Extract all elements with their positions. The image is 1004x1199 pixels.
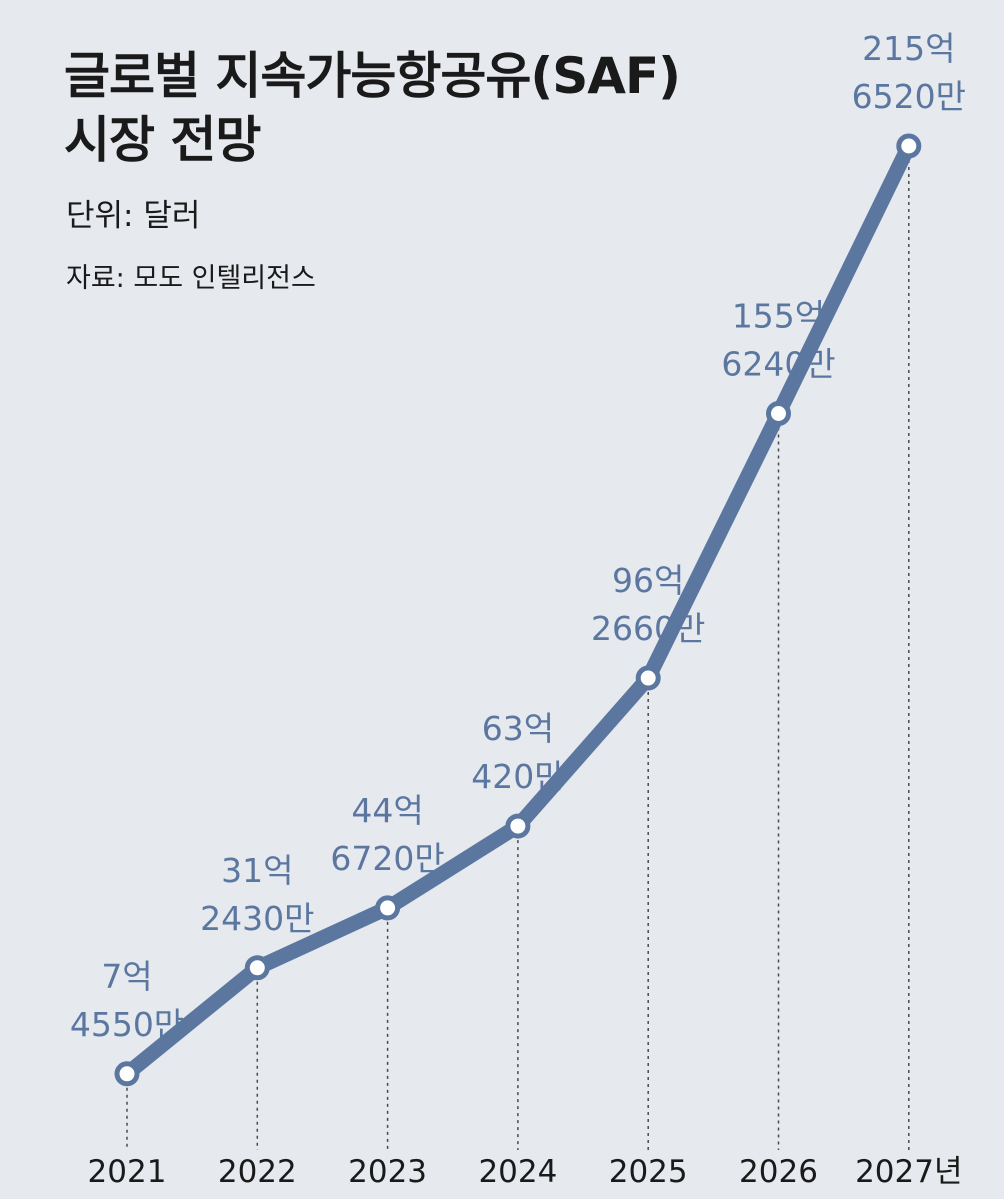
x-tick-label-2023: 2023 [348, 1154, 427, 1190]
data-label-value-bottom-2022: 2430만 [200, 899, 314, 938]
data-point-2027년 [896, 133, 922, 159]
data-point-2023 [375, 895, 401, 921]
x-tick-label-2021: 2021 [88, 1154, 167, 1190]
data-label-value-top-2023: 44억 [351, 791, 423, 830]
chart-title-line1: 글로벌 지속가능항공유(SAF) [64, 47, 681, 105]
x-tick-label-2025: 2025 [609, 1154, 688, 1190]
data-point-2022 [244, 955, 270, 981]
x-tick-label-2024: 2024 [478, 1154, 557, 1190]
source-label: 자료: 모도 인텔리전스 [66, 263, 316, 294]
data-label-value-bottom-2026: 6240만 [721, 345, 835, 384]
data-label-value-top-2021: 7억 [101, 957, 152, 996]
data-label-value-bottom-2021: 4550만 [70, 1005, 184, 1044]
chart-title: 글로벌 지속가능항공유(SAF) 시장 전망 [64, 44, 681, 172]
data-label-value-bottom-2024: 420만 [471, 757, 564, 796]
data-label-value-top-2025: 96억 [612, 561, 684, 600]
data-point-2025 [635, 665, 661, 691]
data-label-value-top-2026: 155억 [732, 297, 825, 336]
data-label-value-bottom-2027년: 6520만 [852, 77, 966, 116]
data-point-2026 [766, 401, 791, 426]
data-point-2021 [114, 1061, 140, 1087]
chart-title-line2: 시장 전망 [64, 111, 261, 169]
data-label-value-top-2024: 63억 [482, 709, 554, 748]
data-label-value-top-2027년: 215억 [862, 29, 955, 68]
unit-label: 단위: 달러 [66, 198, 201, 234]
data-label-value-bottom-2023: 6720만 [330, 839, 444, 878]
x-tick-label-2026: 2026 [739, 1154, 818, 1190]
data-point-2024 [505, 813, 531, 839]
x-tick-label-2027년: 2027년 [855, 1154, 962, 1190]
x-tick-label-2022: 2022 [218, 1154, 297, 1190]
data-label-value-bottom-2025: 2660만 [591, 609, 705, 648]
data-label-value-top-2022: 31억 [221, 851, 293, 890]
